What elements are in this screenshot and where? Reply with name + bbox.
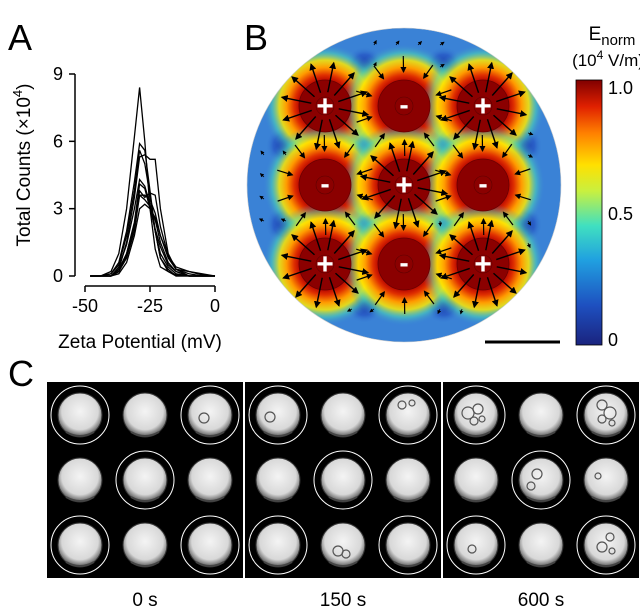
timelapse-time-label: 150 s	[245, 590, 441, 612]
electrode-sign: -	[320, 168, 329, 199]
droplet	[386, 458, 430, 502]
droplet	[321, 458, 365, 502]
droplet	[321, 393, 365, 437]
droplet	[519, 523, 563, 567]
droplet	[584, 393, 628, 437]
electrode-sign: -	[478, 168, 487, 199]
colorbar-unit: (104 V/m)	[572, 48, 640, 70]
droplet	[188, 523, 232, 567]
x-tick-label: -50	[72, 296, 98, 316]
droplet	[188, 458, 232, 502]
droplet	[123, 393, 167, 437]
electrode-sign: +	[316, 248, 334, 281]
panel-label-c: C	[8, 356, 34, 392]
droplet	[584, 458, 628, 502]
y-axis-label: Total Counts (×104)	[10, 83, 35, 246]
electrode-sign: +	[474, 90, 492, 123]
colorbar-title: Enorm	[589, 24, 636, 49]
colorbar-tick-label: 0	[608, 330, 618, 350]
zeta-potential-chart: 0 3 6 9 -50 -25 0 Total Counts (×104) Zeta Pot…	[0, 40, 250, 360]
timelapse-frame	[47, 382, 243, 578]
electrode-sign: -	[399, 247, 408, 278]
droplet	[386, 393, 430, 437]
colorbar	[576, 80, 602, 345]
y-tick-label: 0	[53, 266, 63, 286]
electrode-sign: +	[316, 90, 334, 123]
droplet	[386, 523, 430, 567]
droplet	[58, 523, 102, 567]
droplet	[454, 458, 498, 502]
x-tick-label: -25	[137, 296, 163, 316]
droplet	[123, 523, 167, 567]
colorbar-tick-label: 0.5	[608, 204, 633, 224]
droplet	[188, 393, 232, 437]
droplet	[519, 393, 563, 437]
droplet	[321, 523, 365, 567]
droplet	[256, 458, 300, 502]
electrode-sign: +	[474, 248, 492, 281]
droplet	[256, 523, 300, 567]
timelapse-frame	[443, 382, 639, 578]
chart-series-group	[90, 88, 215, 277]
y-tick-label: 3	[53, 199, 63, 219]
electrode-sign: -	[399, 89, 408, 120]
droplet	[123, 458, 167, 502]
y-tick-label: 9	[53, 64, 63, 84]
x-tick-label: 0	[210, 296, 220, 316]
series-line-1	[90, 88, 215, 277]
colorbar-tick-label: 1.0	[608, 78, 633, 98]
timelapse-time-label: 600 s	[443, 590, 639, 612]
timelapse-time-label: 0 s	[47, 590, 243, 612]
y-tick-label: 6	[53, 131, 63, 151]
timelapse-frame	[245, 382, 441, 578]
droplet	[454, 523, 498, 567]
droplet	[58, 393, 102, 437]
electrode-sign: +	[395, 169, 413, 202]
droplet	[519, 458, 563, 502]
droplet	[454, 393, 498, 437]
x-axis-label: Zeta Potential (mV)	[58, 332, 222, 353]
chart-axes: 0 3 6 9 -50 -25 0	[53, 64, 220, 316]
droplet	[58, 458, 102, 502]
droplet	[256, 393, 300, 437]
series-line-10	[90, 195, 215, 276]
field-map-figure: + - + - + - + - + Enorm (104 V/m) 1.0 0.5 0	[240, 20, 640, 360]
